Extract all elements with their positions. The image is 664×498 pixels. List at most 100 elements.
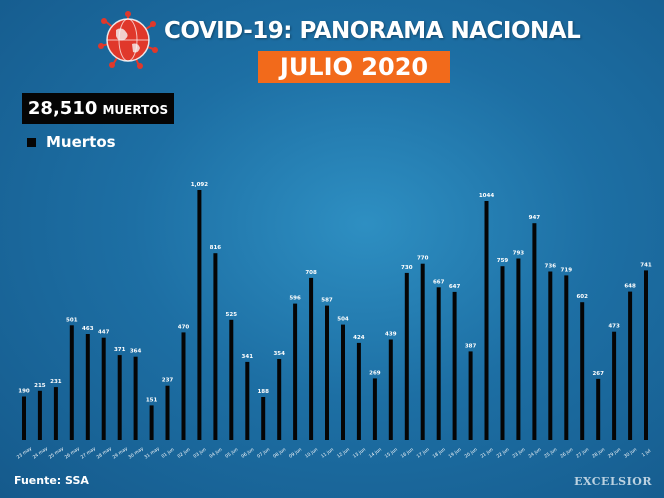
bar-11-jun <box>325 305 329 440</box>
x-tick-label: 23 may <box>16 446 34 461</box>
bar-21-jun <box>484 201 489 440</box>
value-label: 424 <box>353 335 365 341</box>
x-tick-label: 12 jun <box>336 447 351 460</box>
x-tick-label: 17 jun <box>416 447 431 460</box>
bar-26-may <box>69 325 74 440</box>
bar-23-may <box>22 396 26 440</box>
legend-swatch <box>27 137 36 147</box>
value-label: 741 <box>640 262 652 268</box>
value-label: 269 <box>369 370 381 376</box>
value-label: 1,092 <box>191 182 209 188</box>
x-tick-label: 24 jun <box>527 447 542 460</box>
x-tick-label: 05 jun <box>224 447 239 460</box>
x-tick-label: 01 jun <box>160 447 175 460</box>
x-tick-label: 31 may <box>143 446 161 461</box>
x-tick-label: 27 jun <box>575 447 590 460</box>
bar-1-jul <box>644 270 648 440</box>
bar-22-jun <box>500 266 505 440</box>
bar-06-jun <box>245 361 250 440</box>
value-label: 736 <box>545 264 557 270</box>
total-deaths-unit: MUERTOS <box>102 103 169 117</box>
value-label: 770 <box>417 256 429 262</box>
x-tick-label: 25 jun <box>543 447 558 460</box>
x-tick-label: 29 jun <box>607 447 622 460</box>
value-label: 708 <box>305 270 317 276</box>
period-badge: JULIO 2020 <box>258 51 450 83</box>
value-label: 231 <box>50 379 62 385</box>
value-label: 151 <box>146 397 158 403</box>
x-tick-label: 03 jun <box>192 447 207 460</box>
value-label: 463 <box>82 326 94 332</box>
bar-27-may <box>85 334 90 440</box>
value-label: 364 <box>130 349 142 355</box>
x-tick-label: 21 jun <box>479 447 494 460</box>
bar-28-jun <box>596 378 601 440</box>
x-tick-label: 18 jun <box>432 447 447 460</box>
bar-29-jun <box>612 331 617 440</box>
value-label: 190 <box>18 389 30 395</box>
x-tick-label: 22 jun <box>495 447 510 460</box>
total-deaths-badge: 28,510 MUERTOS <box>22 93 174 124</box>
value-label: 602 <box>576 294 588 300</box>
bar-14-jun <box>372 378 377 440</box>
bar-17-jun <box>420 263 425 440</box>
bar-25-jun <box>548 271 553 440</box>
value-label: 188 <box>257 389 269 395</box>
bar-23-jun <box>516 258 521 440</box>
x-tick-label: 14 jun <box>368 447 383 460</box>
bar-15-jun <box>388 339 393 440</box>
bar-02-jun <box>181 332 186 440</box>
value-label: 387 <box>465 343 477 349</box>
value-label: 947 <box>529 215 541 221</box>
value-label: 587 <box>321 298 333 304</box>
total-deaths-value: 28,510 <box>27 98 98 119</box>
value-label: 647 <box>449 284 461 290</box>
value-label: 470 <box>178 324 190 330</box>
value-label: 371 <box>114 347 126 353</box>
bar-25-may <box>53 387 58 440</box>
value-label: 793 <box>513 251 525 257</box>
x-tick-label: 26 may <box>64 446 82 461</box>
value-label: 215 <box>34 383 46 389</box>
x-tick-label: 28 may <box>95 446 113 461</box>
bar-16-jun <box>404 272 409 440</box>
x-tick-label: 09 jun <box>288 447 303 460</box>
bar-08-jun <box>277 359 282 440</box>
bar-27-jun <box>580 302 585 440</box>
legend-label: Muertos <box>46 133 116 151</box>
x-tick-label: 19 jun <box>448 447 463 460</box>
brand-logo: EXCELSIOR <box>574 475 652 488</box>
value-label: 439 <box>385 332 397 338</box>
value-label: 730 <box>401 265 413 271</box>
x-tick-label: 20 jun <box>464 447 479 460</box>
bar-30-jun <box>628 291 633 440</box>
page-title: COVID-19: PANORAMA NACIONAL <box>164 18 581 44</box>
x-tick-label: 13 jun <box>352 447 367 460</box>
bar-30-may <box>133 356 138 440</box>
x-tick-label: 15 jun <box>384 447 399 460</box>
x-tick-label: 10 jun <box>304 447 319 460</box>
x-tick-label: 06 jun <box>240 447 255 460</box>
bar-18-jun <box>436 287 441 440</box>
chart-legend: Muertos <box>27 133 116 151</box>
x-tick-label: 27 may <box>80 446 98 461</box>
value-label: 341 <box>242 354 254 360</box>
x-tick-label: 29 may <box>111 446 129 461</box>
value-label: 719 <box>561 267 573 273</box>
bar-20-jun <box>468 351 473 440</box>
globe-virus-icon <box>98 11 158 69</box>
bar-31-may <box>149 405 154 440</box>
x-tick-label: 02 jun <box>176 447 191 460</box>
x-tick-label: 16 jun <box>400 447 415 460</box>
x-tick-label: 30 jun <box>623 447 638 460</box>
value-label: 667 <box>433 279 445 285</box>
value-label: 267 <box>592 371 604 377</box>
value-label: 648 <box>624 284 636 290</box>
bar-28-may <box>101 337 106 440</box>
value-label: 525 <box>226 312 238 318</box>
x-tick-label: 08 jun <box>272 447 287 460</box>
bar-04-jun <box>213 253 218 440</box>
bar-26-jun <box>564 275 569 440</box>
